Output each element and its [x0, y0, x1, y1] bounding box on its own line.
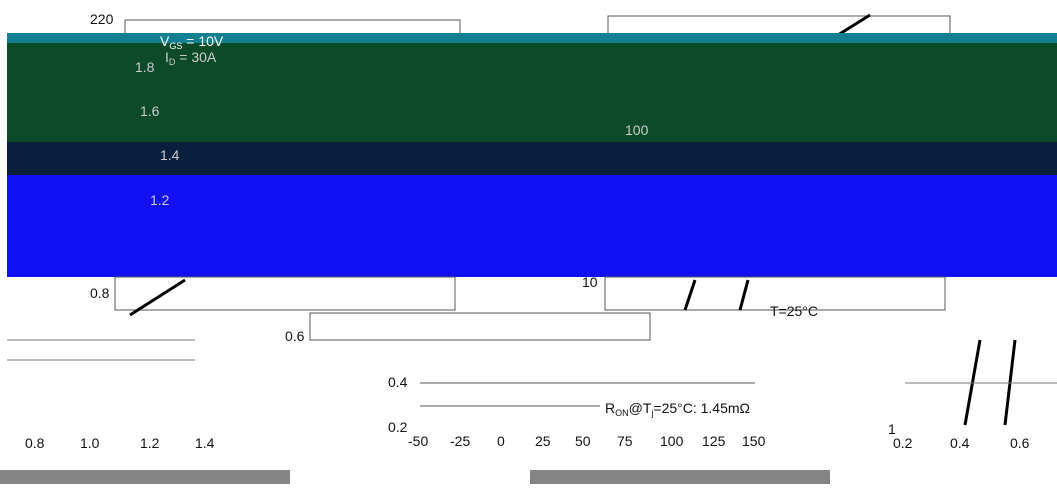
tick-label: 25 [535, 433, 551, 449]
band-blue [7, 175, 1057, 277]
text: GS [169, 41, 182, 51]
grid-box [309, 312, 651, 341]
tick-label: 1.4 [195, 435, 215, 451]
band-navy [7, 142, 1057, 175]
tick-label: 0.8 [90, 285, 110, 301]
tick-labels: 1.81.61.41.20.80.8 1.0 1.2 1.40.60.40.2-50-… [25, 59, 1030, 451]
tick-label: 150 [742, 433, 766, 449]
text: ON [615, 408, 629, 418]
tick-label: 125 [702, 433, 726, 449]
text: = 30A [175, 49, 217, 65]
text: j [650, 408, 653, 418]
tick-label: 1.0 [80, 435, 100, 451]
grid-box [604, 276, 946, 311]
tick-label: 100 [625, 122, 649, 138]
tick-label: 1.6 [140, 103, 160, 119]
curve [683, 279, 697, 311]
text: =25°C: 1.45mΩ [653, 400, 750, 416]
annotation: T=25°C [770, 303, 818, 319]
annotation: RON@Tj=25°C: 1.45mΩ [605, 400, 750, 418]
band-teal [7, 33, 1057, 43]
tick-label: 0.6 [285, 328, 305, 344]
text: = 10V [182, 33, 224, 49]
tick-label: 0.2 [388, 419, 408, 435]
tick-label: 75 [617, 433, 633, 449]
tick-label: 0.2 [893, 435, 913, 451]
text: R [605, 400, 615, 416]
tick-label: 0.6 [1010, 435, 1030, 451]
annotation: ID = 30A [165, 49, 217, 67]
text: V [160, 33, 170, 49]
tick-label: 0 [497, 433, 505, 449]
tick-label: 1.4 [160, 147, 180, 163]
garbled-title [530, 470, 830, 484]
tick-label: -25 [450, 433, 470, 449]
band-green [7, 43, 1057, 142]
tick-label: 1 [888, 421, 896, 437]
grid-box [607, 15, 951, 35]
curve [738, 279, 750, 311]
text: I [165, 49, 169, 65]
curve [129, 278, 186, 317]
label: 220 [90, 11, 114, 27]
text: @T [629, 400, 652, 416]
tick-label: 50 [575, 433, 591, 449]
tick-label: 100 [660, 433, 684, 449]
tick-label: 0.8 [25, 435, 45, 451]
tick-label: 0.4 [950, 435, 970, 451]
tick-label: 0.4 [388, 374, 408, 390]
tick-label: 10 [582, 274, 598, 290]
tick-label: 1.8 [135, 59, 155, 75]
text: D [169, 57, 176, 67]
grid-box [124, 19, 461, 35]
tick-label: 1.2 [140, 435, 160, 451]
garbled-title [0, 470, 290, 484]
tick-label: -50 [408, 433, 428, 449]
grid-box [114, 276, 456, 311]
tick-label: 1.2 [150, 192, 170, 208]
annotation: VGS = 10V [160, 33, 224, 51]
